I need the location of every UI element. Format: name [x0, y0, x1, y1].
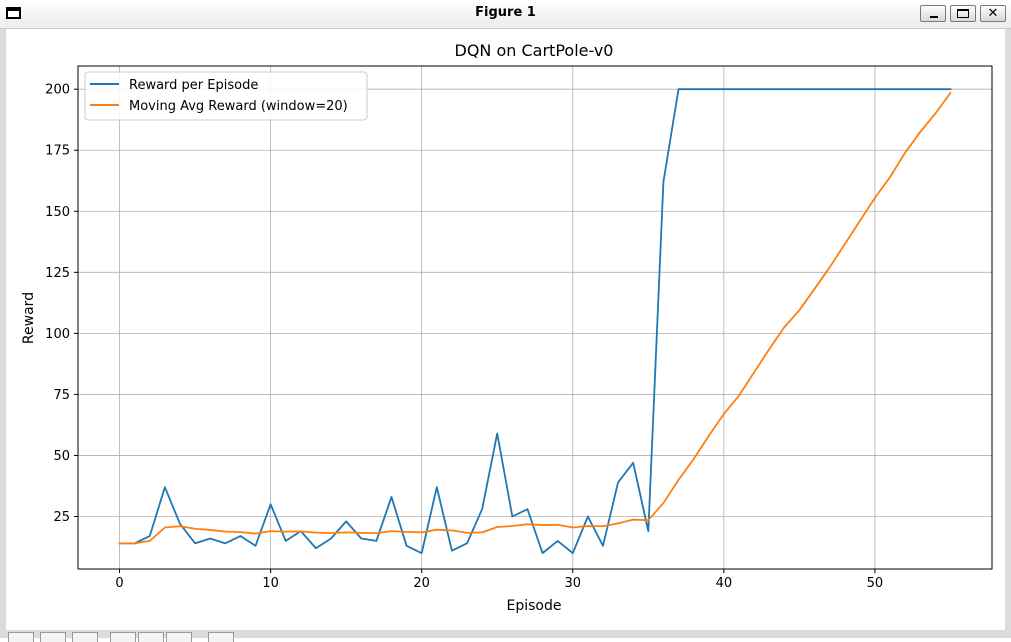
window-title: Figure 1: [475, 5, 536, 20]
grid: [78, 66, 992, 569]
home-button[interactable]: [8, 632, 34, 642]
pan-button[interactable]: [110, 632, 136, 642]
series-layer: [118, 88, 952, 555]
reward-per-episode-line: [118, 88, 952, 555]
legend-label-moving-avg: Moving Avg Reward (window=20): [129, 99, 348, 114]
y-tick-label: 200: [45, 83, 70, 98]
y-axis-label: Reward: [21, 292, 37, 344]
minimize-button[interactable]: [920, 5, 946, 22]
close-button[interactable]: ✕: [980, 5, 1006, 22]
close-icon: ✕: [987, 6, 999, 21]
x-axis-label: Episode: [507, 598, 562, 614]
minimize-icon: [930, 16, 938, 18]
maximize-button[interactable]: [950, 5, 976, 22]
back-button[interactable]: [40, 632, 66, 642]
zoom-button[interactable]: [138, 632, 164, 642]
navigation-toolbar: [0, 630, 1011, 642]
x-tick-label: 0: [115, 576, 123, 591]
y-tick-label: 75: [53, 388, 70, 403]
x-tick-label: 20: [413, 576, 430, 591]
x-tick-label: 10: [262, 576, 279, 591]
title-bar[interactable]: Figure 1 ✕: [0, 0, 1011, 29]
line-chart: DQN on CartPole-v0 0 10 20 30 40 50 25 50 75 100 1…: [21, 41, 993, 614]
maximize-icon: [957, 9, 969, 18]
y-tick-label: 25: [53, 510, 70, 525]
moving-avg-line: [118, 91, 952, 545]
chart-title: DQN on CartPole-v0: [455, 41, 614, 60]
ticks: 0 10 20 30 40 50 25 50 75 100 125 150 175 200: [45, 83, 883, 591]
figure-canvas: DQN on CartPole-v0 0 10 20 30 40 50 25 50 75 100 1…: [6, 29, 1005, 630]
legend-label-reward: Reward per Episode: [129, 78, 258, 93]
forward-button[interactable]: [72, 632, 98, 642]
x-tick-label: 50: [867, 576, 884, 591]
x-tick-label: 30: [564, 576, 581, 591]
x-tick-label: 40: [716, 576, 733, 591]
legend-frame: [84, 71, 368, 121]
y-tick-label: 100: [45, 327, 70, 342]
axes-frame: [77, 65, 993, 570]
y-tick-label: 175: [45, 144, 70, 159]
y-tick-label: 50: [53, 449, 70, 464]
y-tick-label: 125: [45, 266, 70, 281]
y-tick-label: 150: [45, 205, 70, 220]
configure-subplots-button[interactable]: [166, 632, 192, 642]
save-button[interactable]: [208, 632, 234, 642]
window-menu-icon[interactable]: [6, 7, 21, 19]
legend: Reward per Episode Moving Avg Reward (wi…: [84, 71, 368, 121]
